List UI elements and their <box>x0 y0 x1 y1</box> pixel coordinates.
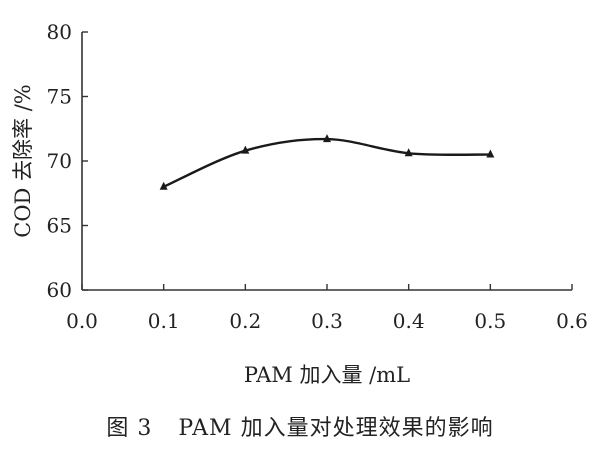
x-tick-label: 0.5 <box>474 309 506 333</box>
x-tick-label: 0.2 <box>229 309 261 333</box>
data-point <box>404 148 413 157</box>
x-axis-label: PAM 加入量 /mL <box>244 363 410 387</box>
x-tick-label: 0.4 <box>393 309 425 333</box>
figure-title: PAM 加入量对处理效果的影响 <box>178 416 494 441</box>
x-tick-label: 0.6 <box>556 309 588 333</box>
y-tick-label: 75 <box>47 85 72 109</box>
series-line <box>163 137 491 188</box>
figure-number: 图 3 <box>106 416 153 441</box>
figure-caption: 图 3 PAM 加入量对处理效果的影响 <box>0 410 600 442</box>
data-point <box>241 145 250 154</box>
y-tick-label: 60 <box>47 278 72 302</box>
y-tick-label: 65 <box>47 214 72 238</box>
data-point <box>159 181 168 190</box>
x-tick-label: 0.1 <box>148 309 180 333</box>
x-tick-label: 0.3 <box>311 309 343 333</box>
data-point <box>486 149 495 158</box>
x-tick-label: 0.0 <box>66 309 98 333</box>
y-axis-label: COD 去除率 /% <box>11 84 35 238</box>
line-chart: 60 65 70 75 80 0.0 0.1 0.2 0.3 0.4 0.5 0.6 PAM 加入量 … <box>11 20 588 387</box>
y-tick-label: 70 <box>47 149 72 173</box>
y-tick-label: 80 <box>47 20 72 44</box>
data-point <box>323 134 331 143</box>
